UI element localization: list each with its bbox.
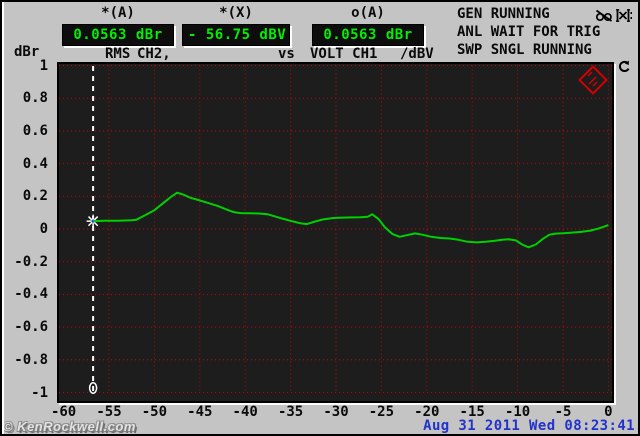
- speaker-mute-icon: [615, 8, 632, 27]
- meter-x-label: *(X): [219, 5, 253, 21]
- y-tick-label: 1: [39, 57, 48, 74]
- meter-oa-label: o(A): [351, 5, 385, 21]
- x-tick-label: -5: [554, 404, 572, 420]
- regraph-icon[interactable]: [617, 59, 631, 78]
- x-tick-label: -45: [187, 404, 213, 420]
- generator-status: GEN RUNNING: [457, 6, 550, 22]
- cursor-bottom-marker: [88, 382, 98, 394]
- x-tick-label: -60: [50, 404, 77, 420]
- analyzer-status: ANL WAIT FOR TRIG: [457, 24, 601, 40]
- y-tick-label: -0.2: [14, 253, 48, 270]
- x-tick-label: -25: [368, 404, 395, 420]
- meter-a-label: *(A): [101, 5, 135, 21]
- x-tick-label: -50: [141, 404, 168, 420]
- x-tick-label: -55: [96, 404, 122, 420]
- y-tick-label: -1: [31, 384, 48, 401]
- y-tick-label: 0.8: [22, 90, 48, 107]
- graph-canvas: [59, 65, 612, 396]
- meter-oa-readout: 0.0563 dBr: [312, 24, 424, 46]
- detector-label: RMS: [105, 46, 131, 62]
- datetime-stamp: Aug 31 2011 Wed 08:23:41: [423, 418, 635, 434]
- x-source-label: VOLT CH1: [310, 46, 378, 62]
- y-tick-label: 0.4: [22, 155, 48, 172]
- x-tick-label: -40: [232, 404, 258, 420]
- graph-panel: [57, 62, 614, 403]
- y-tick-label: 0.6: [22, 122, 48, 139]
- channel-label: CH2,: [137, 46, 171, 62]
- y-axis-unit-header: dBr: [14, 44, 40, 60]
- x-tick-label: 0: [604, 404, 613, 420]
- trace-line: [93, 191, 609, 249]
- y-tick-label: 0: [39, 221, 48, 237]
- y-tick-label: -0.8: [14, 351, 48, 368]
- x-tick-label: -30: [323, 404, 349, 420]
- x-tick-label: -20: [414, 404, 440, 420]
- sweep-status: SWP SNGL RUNNING: [457, 42, 592, 58]
- vs-label: vs: [278, 46, 295, 62]
- x-tick-label: -10: [504, 404, 531, 420]
- y-tick-label: -0.4: [14, 286, 48, 303]
- watermark: © KenRockwell.com: [3, 419, 136, 434]
- window-left-highlight: [2, 2, 4, 434]
- settling-glasses-icon: [595, 8, 613, 27]
- meter-a-readout: 0.0563 dBr: [62, 24, 174, 46]
- y-tick-label: 0.2: [22, 188, 48, 205]
- x-tick-label: -35: [277, 404, 304, 420]
- ap-diamond-logo: [578, 65, 608, 95]
- graph-cursor[interactable]: [86, 66, 100, 396]
- y-tick-label: -0.6: [14, 319, 48, 336]
- meter-x-readout: - 56.75 dBV: [182, 24, 290, 46]
- x-tick-label: -15: [459, 404, 485, 420]
- x-unit-label: /dBV: [400, 46, 434, 62]
